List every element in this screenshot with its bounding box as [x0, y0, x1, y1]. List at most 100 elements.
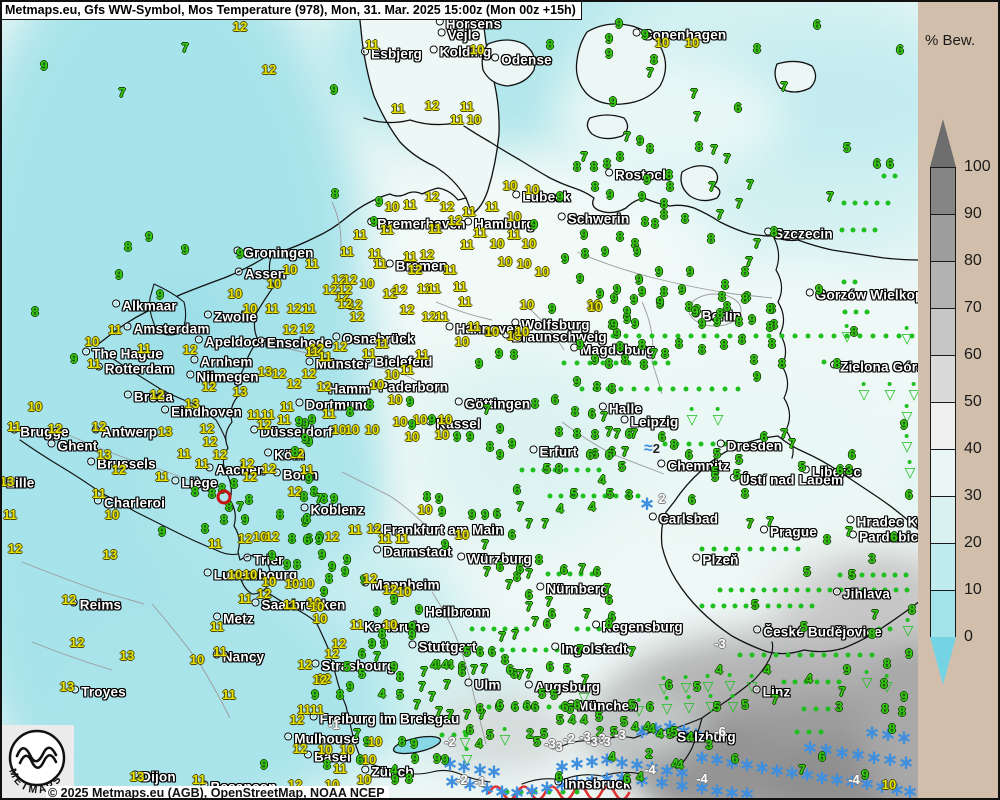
- temp-value: 5: [735, 451, 743, 467]
- snow-symbol: ∗: [723, 752, 741, 774]
- cloud-patch: [62, 602, 392, 798]
- temp-value: 11: [415, 346, 429, 362]
- temp-value: 11: [460, 236, 474, 252]
- city-label: Schwerin: [558, 212, 630, 227]
- temp-value: 7: [771, 691, 779, 707]
- temp-value: 10: [104, 506, 120, 522]
- temp-value: 6: [688, 491, 696, 507]
- temp-value: 10: [469, 41, 485, 57]
- temp-value: 5: [563, 660, 571, 676]
- city-label: Reims: [70, 598, 122, 613]
- city-label: Metz: [214, 612, 254, 627]
- temp-value: -6: [714, 723, 726, 739]
- rain-dot-symbol: [896, 333, 902, 339]
- temp-value: 8: [593, 378, 601, 394]
- temp-value: 6: [646, 698, 654, 714]
- rain-dot-symbol: [779, 333, 785, 339]
- city-label: Saarbrücken: [252, 598, 346, 613]
- temp-value: 6: [546, 658, 554, 674]
- rain-dot-symbol: [818, 729, 824, 735]
- temp-value: 7: [690, 85, 698, 101]
- temp-value: 9: [438, 503, 446, 519]
- temp-value: 10: [309, 598, 325, 614]
- rain-dot-symbol: [861, 227, 867, 233]
- temp-value: 8: [291, 443, 299, 459]
- temp-value: 7: [576, 641, 584, 657]
- temp-value: 11: [302, 300, 316, 316]
- rain-dot-symbol: [863, 200, 869, 206]
- temp-value: 4: [671, 755, 679, 771]
- temp-value: 9: [468, 506, 476, 522]
- shower-triangle-symbol: ▽: [706, 694, 716, 713]
- legend-segment: [930, 261, 956, 308]
- temp-value: 12: [324, 528, 340, 544]
- temp-value: 6: [525, 586, 533, 602]
- temp-value: 8: [555, 423, 563, 439]
- temp-value: 10: [684, 34, 700, 50]
- legend-arrow-top: [930, 119, 956, 167]
- temp-value: 12: [289, 711, 305, 727]
- city-label: Wolfsburg: [512, 318, 589, 333]
- temp-value: 8: [833, 355, 841, 371]
- temp-value: 12: [424, 97, 440, 113]
- temp-value: 9: [615, 15, 623, 31]
- rain-dot-symbol: [792, 679, 798, 685]
- rain-dot-symbol: [852, 200, 858, 206]
- rain-dot-symbol: [543, 647, 549, 653]
- rain-dot-symbol: [869, 652, 875, 658]
- rain-dot-symbol: [521, 647, 527, 653]
- temp-value: 7: [710, 141, 718, 157]
- temp-value: 7: [578, 560, 586, 576]
- temp-value: 6: [760, 428, 768, 444]
- temp-value: 7: [746, 176, 754, 192]
- temp-value: 10: [516, 255, 532, 271]
- temp-value: 11: [427, 280, 441, 296]
- rain-dot-symbol: [480, 626, 486, 632]
- rain-dot-symbol: [831, 333, 837, 339]
- temp-value: 11: [400, 361, 414, 377]
- rain-dot-symbol: [530, 467, 536, 473]
- temp-value: 8: [366, 396, 374, 412]
- rain-dot-symbol: [853, 309, 859, 315]
- temp-value: 9: [643, 171, 651, 187]
- temp-value: 13: [96, 446, 112, 462]
- temp-value: 5: [486, 726, 494, 742]
- temp-value: 12: [212, 446, 228, 462]
- temp-value: 12: [424, 188, 440, 204]
- rain-dot-symbol: [892, 572, 898, 578]
- city-label: Ústí nad Labem: [730, 473, 843, 488]
- temp-value: 6: [734, 99, 742, 115]
- temp-value: 12: [337, 281, 353, 297]
- rain-dot-symbol: [753, 333, 759, 339]
- temp-value: 12: [322, 281, 338, 297]
- rain-dot-symbol: [783, 587, 789, 593]
- temp-value: 13: [102, 546, 118, 562]
- city-label: Prague: [761, 525, 817, 540]
- temp-value: 12: [91, 418, 107, 434]
- temp-value: 4: [636, 768, 644, 784]
- temp-value: 7: [708, 178, 716, 194]
- temp-value: 7: [525, 598, 533, 614]
- temp-value: 8: [331, 185, 339, 201]
- temp-value: 9: [301, 415, 309, 431]
- temp-value: 12: [261, 61, 277, 77]
- shower-triangle-symbol: ▽: [902, 434, 912, 453]
- city-label: Erfurt: [530, 445, 578, 460]
- city-label: Eindhoven: [162, 405, 242, 420]
- temp-value: 6: [658, 428, 666, 444]
- city-label: Bonn: [273, 468, 318, 483]
- temp-value: 6: [886, 155, 894, 171]
- temp-value: 8: [590, 158, 598, 174]
- temp-value: 11: [378, 530, 392, 546]
- rain-dot-symbol: [696, 386, 702, 392]
- legend-segment: [930, 543, 956, 590]
- rain-dot-symbol: [737, 652, 743, 658]
- city-marker-icon: [692, 310, 699, 317]
- temp-value: 6: [458, 663, 466, 679]
- copyright-text: © 2025 Metmaps.eu (AGB), OpenStreetMap, …: [46, 786, 389, 798]
- temp-value: 8: [908, 601, 916, 617]
- station-marker: [216, 489, 232, 505]
- temp-value: 7: [871, 606, 879, 622]
- temp-value: 9: [623, 310, 631, 326]
- temp-value: 7: [525, 515, 533, 531]
